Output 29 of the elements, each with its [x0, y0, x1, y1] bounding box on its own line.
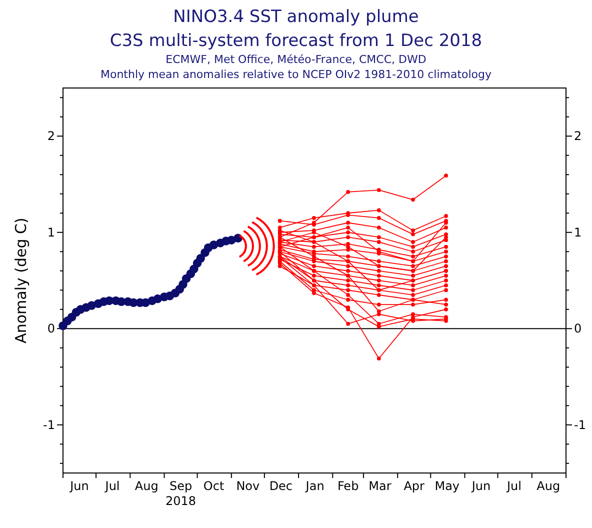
x-tick-label: May: [434, 479, 460, 493]
x-axis-title: 2018: [165, 494, 196, 508]
y-tick-label: 2: [47, 129, 55, 144]
x-tick-label: Jun: [69, 479, 89, 493]
x-tick-label: Oct: [203, 479, 224, 493]
y-tick-label: -1: [43, 418, 55, 432]
x-tick-label: Jul: [506, 479, 522, 493]
x-tick-label: Apr: [404, 479, 425, 493]
x-tick-label: Mar: [368, 479, 392, 493]
x-tick-label: Nov: [236, 479, 260, 493]
chart-subtitle: C3S multi-system forecast from 1 Dec 2018: [110, 31, 482, 51]
text: Monthly mean anomalies relative to NCEP OIv2 1981-2010 climatology: [100, 68, 492, 81]
chart-title: NINO3.4 SST anomaly plume: [173, 7, 419, 27]
y-axis-title: Anomaly (deg C): [12, 218, 30, 344]
x-tick-label: Aug: [134, 479, 158, 493]
y2-tick-label: 0: [574, 322, 582, 336]
x-tick-label: Jun: [470, 479, 491, 493]
y-tick-label: 1: [47, 225, 55, 240]
y2-tick-label: 1: [574, 225, 582, 240]
y2-tick-label: 2: [574, 129, 582, 144]
y-tick-label: 0: [47, 322, 55, 336]
x-tick-label: Aug: [536, 479, 560, 493]
y2-tick-label: -1: [574, 418, 586, 432]
x-tick-label: Jul: [104, 479, 120, 493]
x-tick-label: Dec: [269, 479, 293, 493]
x-tick-label: Feb: [337, 479, 359, 493]
x-tick-label: Sep: [169, 479, 192, 493]
text: ECMWF, Met Office, Météo-France, CMCC, DWD: [166, 53, 426, 66]
x-tick-label: Jan: [304, 479, 324, 493]
